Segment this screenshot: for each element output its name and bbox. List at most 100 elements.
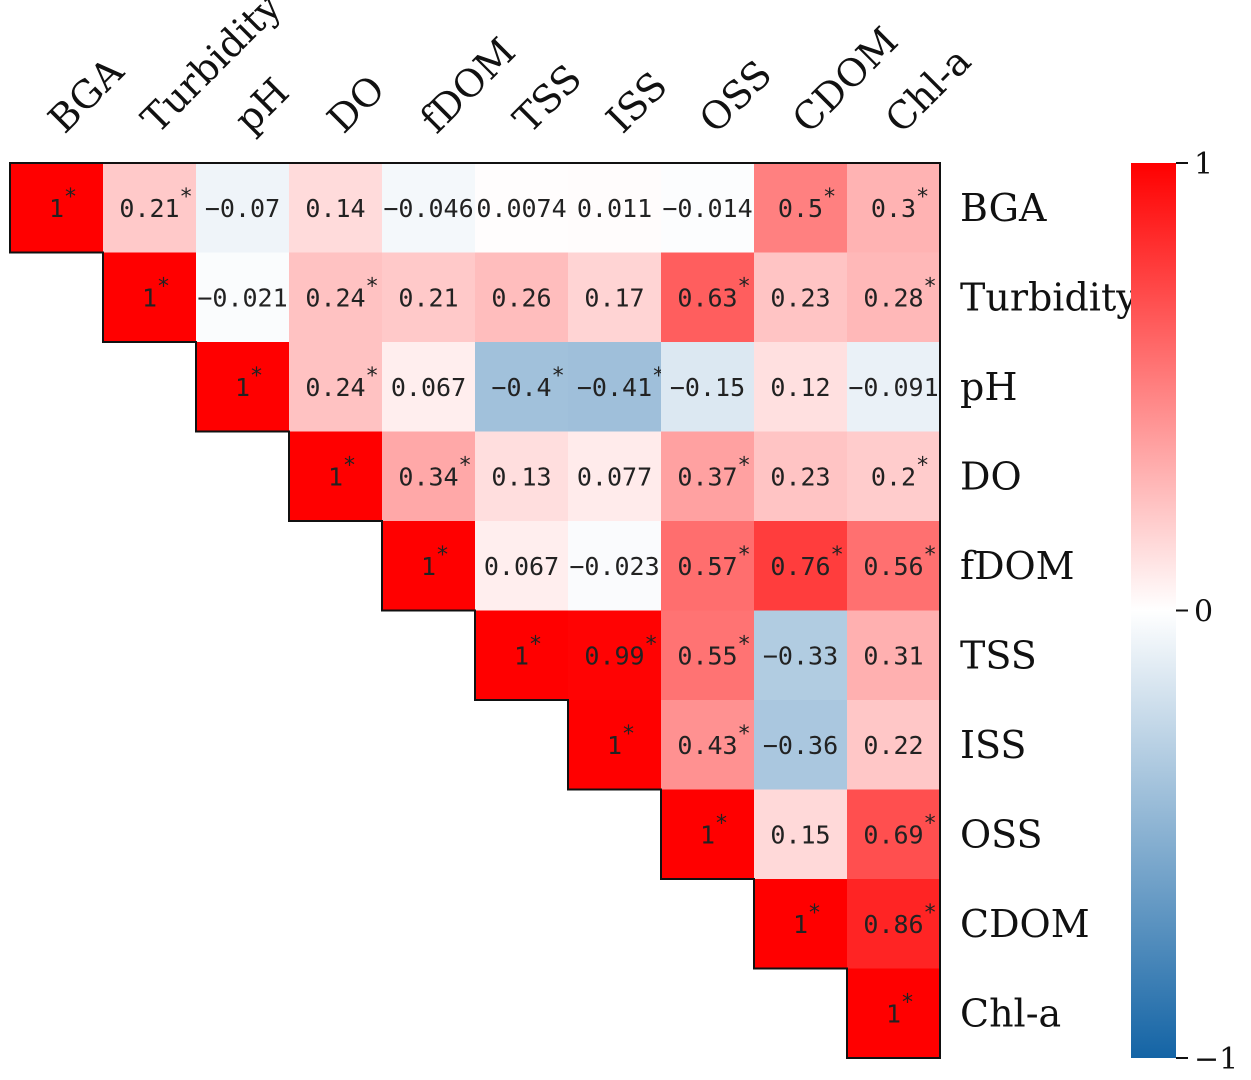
cell-value: 1 (793, 910, 808, 939)
colorbar-ticks: 1 0 −1 (1176, 147, 1238, 1077)
cell-value: 0.21 (119, 194, 179, 223)
cell-value: 0.23 (770, 462, 830, 491)
heatmap-cell: 1 * (847, 968, 940, 1058)
heatmap-cell: 1 * (661, 789, 754, 879)
cell-rect (103, 163, 196, 253)
cell-rect (847, 968, 940, 1058)
significance-star: * (739, 632, 750, 657)
significance-star: * (181, 185, 192, 210)
heatmap-cell: −0.046 (382, 163, 475, 253)
cell-value: 0.24 (305, 283, 365, 312)
cell-rect (754, 163, 847, 253)
cell-rect (661, 521, 754, 611)
cell-value: 0.12 (770, 373, 830, 402)
cell-value: −0.36 (763, 731, 838, 760)
heatmap-cell: 0.15 (754, 789, 847, 879)
heatmap-cell: 0.69 * (847, 789, 940, 879)
significance-star: * (716, 811, 727, 836)
significance-star: * (158, 274, 169, 299)
heatmap-cell: 0.0074 (475, 163, 568, 253)
heatmap-cell: 0.2 * (847, 431, 940, 521)
colorbar-gradient (1131, 163, 1176, 1058)
heatmap-cell: 0.55 * (661, 610, 754, 700)
row-label: pH (960, 365, 1017, 409)
cell-rect (475, 252, 568, 342)
cell-value: 0.69 (863, 820, 923, 849)
cell-value: 0.55 (677, 641, 737, 670)
colorbar-tick-label: −1 (1194, 1042, 1238, 1077)
cell-rect (475, 342, 568, 432)
heatmap-cell: 0.21 (382, 252, 475, 342)
significance-star: * (902, 990, 913, 1015)
significance-star: * (367, 274, 378, 299)
row-label: DO (960, 454, 1022, 498)
cell-value: 0.57 (677, 552, 737, 581)
cell-rect (754, 879, 847, 969)
colorbar: 1 0 −1 (1131, 147, 1238, 1077)
cell-value: 0.24 (305, 373, 365, 402)
cell-value: 0.17 (584, 283, 644, 312)
heatmap-cell: 0.24 * (289, 252, 382, 342)
cell-value: 0.22 (863, 731, 923, 760)
cell-rect (847, 431, 940, 521)
cell-value: 0.23 (770, 283, 830, 312)
column-label: OSS (691, 52, 780, 141)
cell-rect (568, 431, 661, 521)
cell-rect (289, 431, 382, 521)
cell-value: 0.3 (871, 194, 916, 223)
cell-value: −0.021 (197, 283, 287, 312)
cell-rect (847, 163, 940, 253)
cell-rect (847, 610, 940, 700)
column-label: TSS (505, 56, 590, 141)
heatmap-cell: 0.077 (568, 431, 661, 521)
cell-rect (382, 252, 475, 342)
cell-value: 0.37 (677, 462, 737, 491)
cell-value: −0.07 (205, 194, 280, 223)
cell-rect (661, 252, 754, 342)
cell-value: −0.014 (662, 194, 752, 223)
row-label: Turbidity (960, 275, 1138, 319)
row-labels: BGA Turbidity pH DO fDOM TSS ISS OSS CDOM Chl-a (960, 186, 1138, 1036)
heatmap-cell: 1 * (196, 342, 289, 432)
heatmap-cell: 0.011 (568, 163, 661, 253)
heatmap-cell: −0.091 (847, 342, 940, 432)
significance-star: * (460, 453, 471, 478)
heatmap-cell: 0.3 * (847, 163, 940, 253)
cell-value: −0.023 (569, 552, 659, 581)
cell-value: 0.13 (491, 462, 551, 491)
cell-rect (661, 163, 754, 253)
significance-star: * (739, 722, 750, 747)
column-label: pH (226, 70, 298, 142)
cell-value: 0.077 (577, 462, 652, 491)
cell-value: 1 (886, 999, 901, 1028)
significance-star: * (917, 453, 928, 478)
cell-value: 0.0074 (476, 194, 566, 223)
cell-rect (103, 252, 196, 342)
row-label: OSS (960, 812, 1043, 856)
cell-rect (847, 700, 940, 790)
heatmap-cell: −0.36 (754, 700, 847, 790)
heatmap-cell: 1 * (10, 163, 103, 253)
cell-rect (382, 521, 475, 611)
heatmap-cell: −0.41 * (568, 342, 664, 432)
column-label: fDOM (412, 29, 524, 141)
heatmap-cell: 0.63 * (661, 252, 754, 342)
cell-rect (847, 789, 940, 879)
heatmap-cell: 0.17 (568, 252, 661, 342)
heatmap-cell: −0.023 (568, 521, 661, 611)
significance-star: * (65, 185, 76, 210)
cell-value: 0.15 (770, 820, 830, 849)
cell-rect (568, 342, 661, 432)
heatmap-cell: 0.23 (754, 252, 847, 342)
cell-rect (289, 342, 382, 432)
heatmap-cell: 1 * (289, 431, 382, 521)
heatmap-cell: −0.4 * (475, 342, 568, 432)
heatmap-cell: 0.5 * (754, 163, 847, 253)
cell-value: 1 (607, 731, 622, 760)
cell-value: 1 (328, 462, 343, 491)
significance-star: * (530, 632, 541, 657)
cell-value: −0.046 (383, 194, 473, 223)
heatmap-cell: 0.13 (475, 431, 568, 521)
